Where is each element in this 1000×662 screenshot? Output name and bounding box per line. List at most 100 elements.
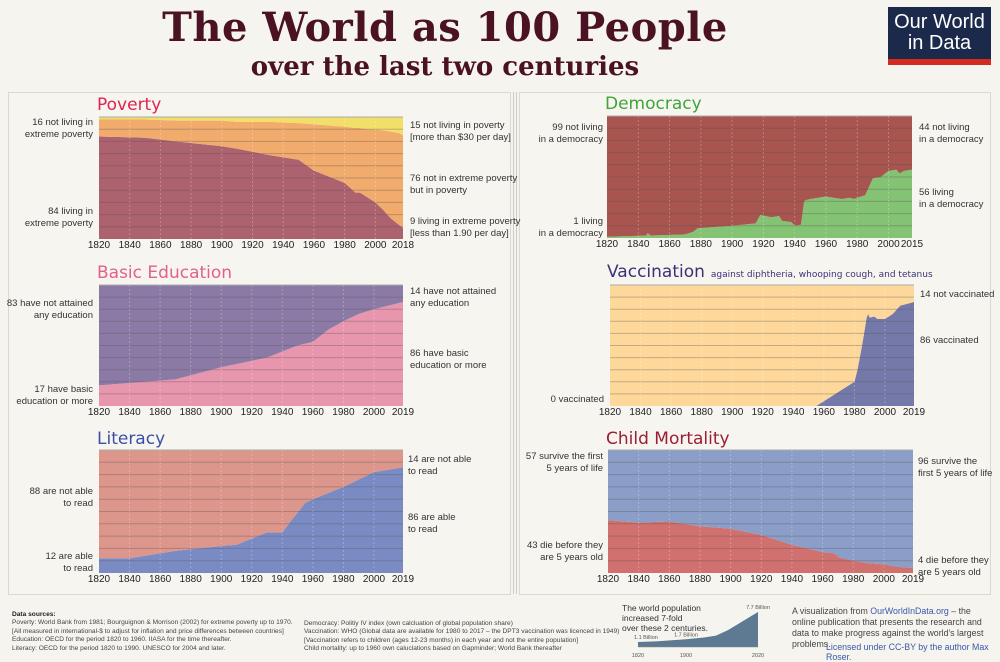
owid-link[interactable]: OurWorldInData.org: [870, 606, 949, 616]
owid-logo[interactable]: Our World in Data: [888, 7, 991, 65]
population-tick: 1820: [632, 653, 644, 659]
data-sources: Data sources: Poverty: World Bank from 1…: [12, 611, 293, 653]
x-tick-label: 1920: [750, 574, 773, 585]
poverty-label-right: 15 not living in poverty [more than $30 …: [410, 120, 511, 143]
x-tick-label: 1840: [118, 240, 141, 251]
population-value-label: 1.1 Billion: [634, 635, 658, 641]
education-label-left: 83 have not attained any education: [6, 298, 93, 321]
x-tick-label: 1840: [118, 407, 141, 418]
x-tick-label: 1940: [782, 407, 805, 418]
democracy-label-left: 1 living in a democracy: [538, 216, 603, 239]
x-tick-label: 1820: [595, 239, 619, 250]
x-tick-label: 1880: [179, 574, 202, 585]
poverty-chart: [99, 116, 403, 239]
x-tick-label: 1880: [689, 239, 712, 250]
x-tick-label: 1960: [811, 574, 834, 585]
mortality-label-right: 96 survive the first 5 years of life: [918, 456, 993, 479]
literacy-label-left: 88 are not able to read: [29, 486, 93, 509]
x-tick-label: 1820: [87, 574, 111, 585]
x-tick-label: 1840: [629, 407, 652, 418]
democracy-title: Democracy: [605, 94, 702, 114]
x-tick-label: 1880: [690, 407, 713, 418]
education-label-right: 14 have not attained any education: [410, 286, 497, 309]
x-tick-label: 1820: [596, 574, 620, 585]
x-tick-label: 2019: [901, 574, 925, 585]
chart-title-text: Vaccination: [607, 262, 705, 282]
literacy-title: Literacy: [97, 429, 165, 449]
x-tick-label: 1980: [333, 240, 356, 251]
x-tick-label: 1860: [658, 239, 681, 250]
x-tick-label: 1860: [149, 240, 172, 251]
vaccination-label-left: 0 vaccinated: [550, 394, 604, 405]
democracy-label-left: 99 not living in a democracy: [538, 122, 603, 145]
x-tick-label: 1960: [302, 240, 326, 251]
x-tick-label: 2000: [362, 407, 386, 418]
x-tick-label: 2000: [362, 574, 386, 585]
x-tick-label: 2019: [391, 574, 415, 585]
x-tick-label: 1920: [241, 240, 264, 251]
poverty-label-right: 76 not in extreme poverty but in poverty: [410, 173, 518, 196]
poverty-title: Poverty: [97, 95, 161, 115]
x-tick-label: 2000: [877, 239, 900, 250]
x-tick-label: 1940: [271, 407, 294, 418]
mortality-chart: [608, 449, 913, 573]
population-tick: 2020: [752, 653, 764, 659]
sources-right: Democracy: Politiy IV index (own calclua…: [304, 620, 620, 653]
x-tick-label: 1940: [271, 574, 294, 585]
education-area-1: [99, 285, 403, 386]
poverty-label-right: 9 living in extreme poverty [less than 1…: [410, 216, 521, 239]
population-tick: 1900: [680, 653, 692, 659]
x-tick-label: 1900: [210, 407, 233, 418]
vaccination-area-0: [610, 301, 914, 406]
education-chart: [99, 284, 403, 406]
education-label-left: 17 have basic education or more: [16, 384, 93, 407]
education-area-0: [99, 301, 403, 406]
vaccination-area-1: [610, 285, 914, 406]
democracy-area-0: [607, 169, 912, 238]
poverty-area-0: [99, 136, 403, 239]
democracy-label-right: 56 living in a democracy: [919, 187, 984, 210]
x-tick-label: 1880: [179, 407, 202, 418]
mortality-label-left: 43 die before they are 5 years old: [526, 540, 603, 563]
education-label-right: 86 have basic education or more: [410, 348, 487, 371]
chart-title-text: Child Mortality: [606, 429, 730, 449]
about-suffix: – the online publication that presents t…: [792, 606, 984, 649]
population-value-label: 7.7 Billion: [746, 605, 770, 611]
sources-title: Data sources:: [12, 611, 56, 618]
x-tick-label: 1820: [598, 407, 622, 418]
population-value-label: 1.7 Billion: [674, 632, 698, 638]
democracy-area-1: [607, 116, 912, 237]
x-tick-label: 1840: [627, 239, 650, 250]
sources-left: Poverty: World Bank from 1981; Bourguign…: [12, 619, 293, 652]
literacy-label-right: 86 are able to read: [408, 512, 456, 535]
x-tick-label: 1940: [272, 240, 295, 251]
license-link[interactable]: Licensed under CC-BY by the author Max R…: [826, 642, 989, 662]
x-tick-label: 1900: [721, 407, 744, 418]
x-tick-label: 1860: [148, 407, 172, 418]
divider: [513, 92, 517, 594]
x-tick-label: 1940: [780, 574, 804, 585]
democracy-chart: [607, 115, 912, 238]
page-title: The World as 100 People: [162, 4, 728, 51]
about-text: A visualization from OurWorldInData.org …: [792, 606, 992, 650]
x-tick-label: 2019: [391, 407, 415, 418]
poverty-label-left: 16 not living in extreme poverty: [24, 117, 93, 140]
x-tick-label: 2000: [364, 240, 387, 251]
poverty-area-1: [99, 119, 403, 229]
mortality-area-1: [608, 450, 913, 569]
vaccination-title: Vaccination against diphtheria, whooping …: [607, 262, 933, 282]
literacy-area-1: [99, 450, 403, 559]
x-tick-label: 2019: [902, 407, 926, 418]
x-tick-label: 1940: [783, 239, 806, 250]
x-tick-label: 1880: [688, 574, 712, 585]
x-tick-label: 1900: [719, 574, 742, 585]
x-tick-label: 1840: [118, 574, 141, 585]
mortality-title: Child Mortality: [606, 429, 730, 449]
population-chart: 1820 1900 2020 1.1 Billion 1.7 Billion 7.7 Bi…: [632, 605, 770, 659]
x-tick-label: 1900: [721, 239, 744, 250]
education-title: Basic Education: [97, 263, 232, 283]
literacy-label-right: 14 are not able to read: [408, 454, 472, 477]
x-tick-label: 1960: [814, 239, 838, 250]
literacy-label-left: 12 are able to read: [45, 551, 93, 574]
x-tick-label: 1980: [843, 407, 866, 418]
